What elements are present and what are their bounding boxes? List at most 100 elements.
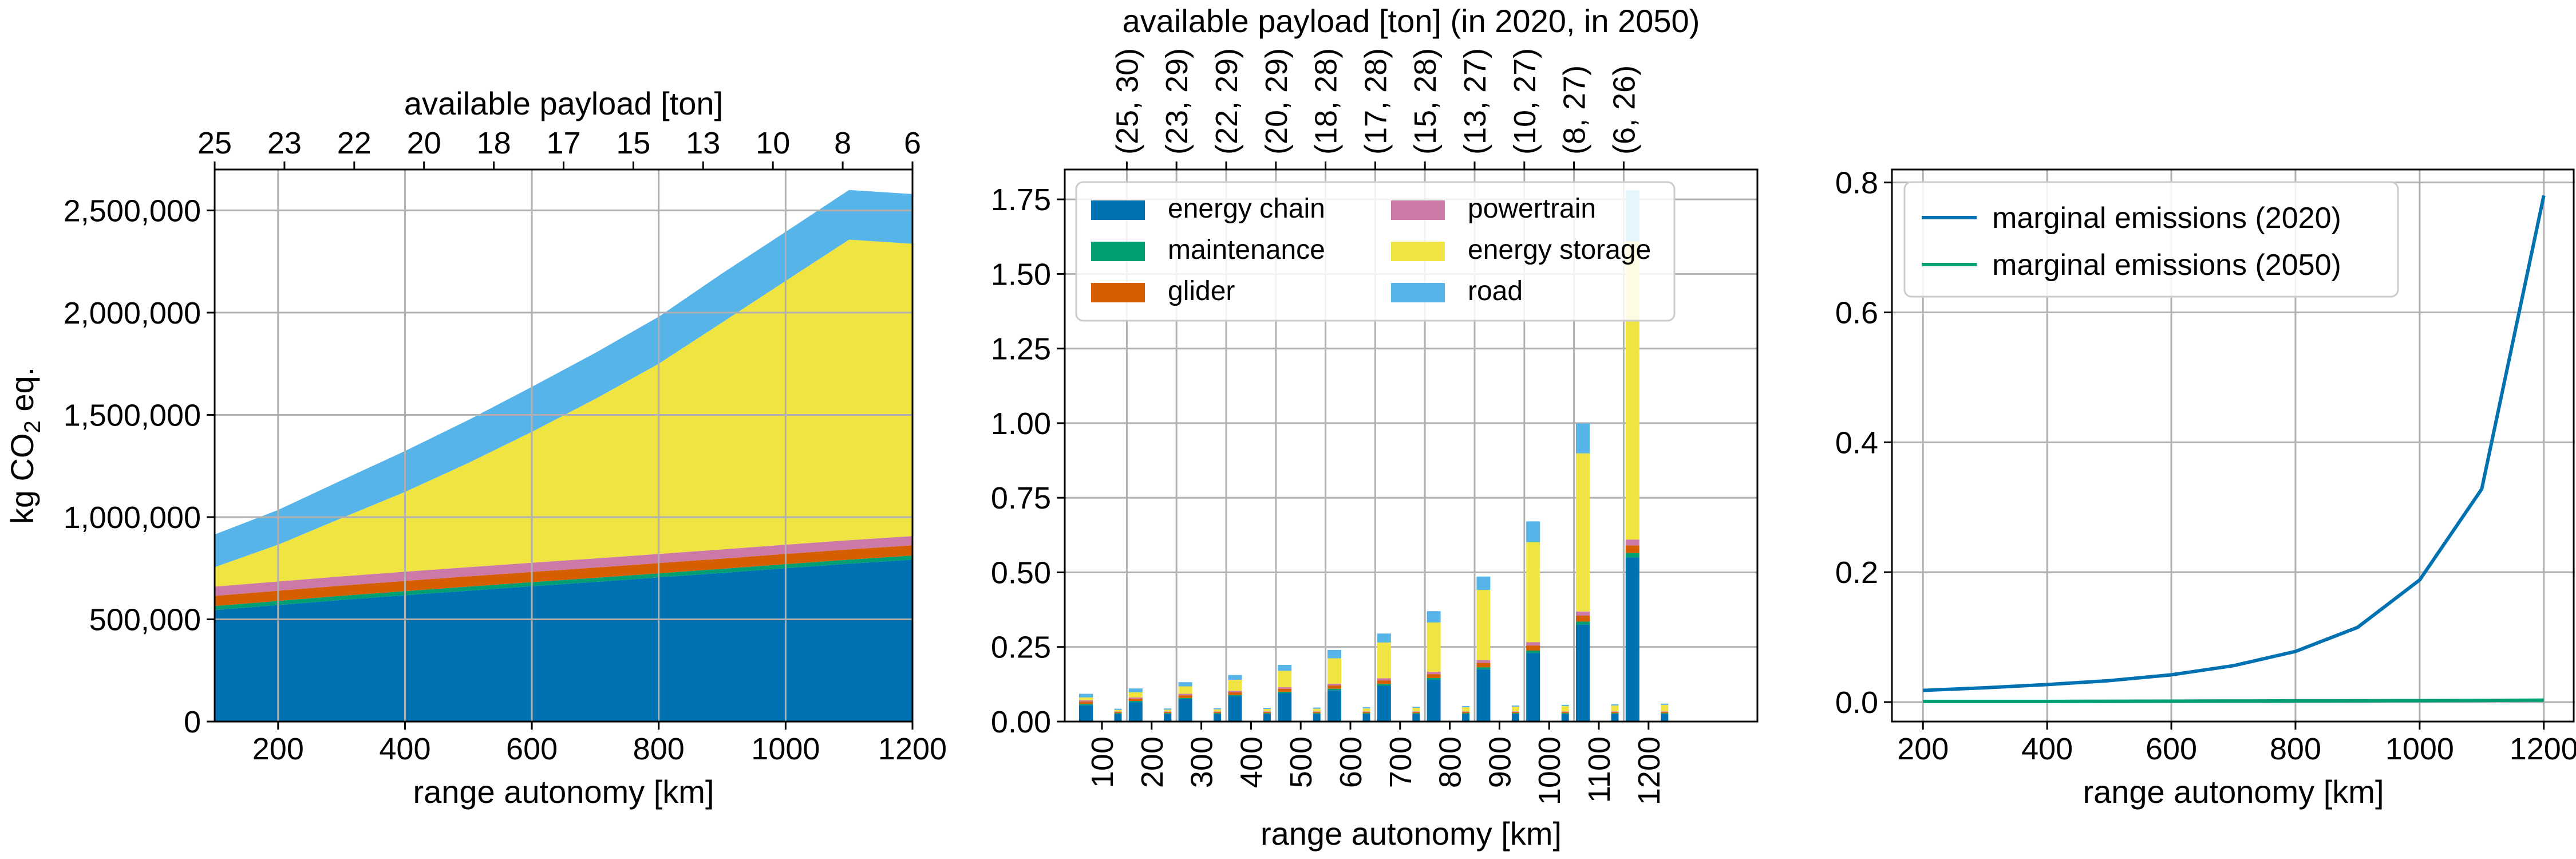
panel-marginal-emissions: 200 400 600 800 1000 1200 0.0 0.2 0.4 0.6 0.8 range… bbox=[1835, 166, 2576, 810]
bar-segment bbox=[1412, 708, 1420, 712]
bar-segment bbox=[1576, 611, 1590, 616]
bar-segment bbox=[1576, 453, 1590, 612]
bar-segment bbox=[1164, 710, 1172, 712]
bar-segment bbox=[1164, 714, 1172, 722]
top-x-tick-label: (13, 27) bbox=[1458, 48, 1492, 155]
series-line-2050 bbox=[1923, 698, 2544, 703]
bar-segment bbox=[1263, 711, 1271, 712]
legend-swatch bbox=[1091, 242, 1145, 261]
bar-segment bbox=[1511, 714, 1519, 722]
bar-segment bbox=[1214, 714, 1222, 722]
x-tick-label: 100 bbox=[1085, 736, 1120, 788]
bar-segment bbox=[1079, 700, 1093, 702]
x-tick-label: 200 bbox=[252, 732, 304, 766]
bar-segment bbox=[1214, 713, 1222, 714]
bar-segment bbox=[1079, 702, 1093, 704]
bar-segment bbox=[1526, 645, 1540, 651]
y-tick-label: 2,500,000 bbox=[64, 194, 201, 228]
legend-label: road bbox=[1468, 276, 1523, 306]
top-x-tick-label: (22, 29) bbox=[1210, 48, 1244, 155]
bar-segment bbox=[1114, 711, 1122, 712]
bar-segment bbox=[1114, 708, 1122, 710]
top-x-tick-label: (8, 27) bbox=[1558, 65, 1592, 155]
bar-segment bbox=[1228, 695, 1242, 696]
top-x-tick-label: (10, 27) bbox=[1508, 48, 1542, 155]
bar-segment bbox=[1178, 686, 1192, 694]
bar-segment bbox=[1313, 713, 1321, 714]
bar-segment bbox=[1576, 616, 1590, 622]
bar-segment bbox=[1313, 714, 1321, 722]
bar-segment bbox=[1128, 688, 1143, 692]
y-tick-label: 0.6 bbox=[1835, 296, 1878, 330]
bar-segment bbox=[1114, 712, 1122, 714]
bar-segment bbox=[1278, 671, 1292, 688]
bar-segment bbox=[1576, 624, 1590, 722]
bar-segment bbox=[1476, 669, 1491, 722]
bar-segment bbox=[1278, 688, 1292, 692]
top-x-tick-label: 15 bbox=[616, 126, 650, 160]
bar-segment bbox=[1079, 697, 1093, 701]
y-tick-label: 2,000,000 bbox=[64, 296, 201, 330]
legend-swatch bbox=[1391, 200, 1445, 220]
x-tick-label: 1000 bbox=[751, 732, 820, 766]
bar-segment bbox=[1228, 692, 1242, 695]
bar-segment bbox=[1625, 545, 1639, 553]
bar-segment bbox=[1362, 713, 1370, 714]
bar-segment bbox=[1511, 713, 1519, 714]
bar-segment bbox=[1625, 553, 1639, 558]
legend-box bbox=[1903, 181, 2399, 298]
panel-stacked-area: 200 400 600 800 1000 1200 0 500,000 1,000,000 1,5… bbox=[4, 85, 947, 810]
bar-segment bbox=[1661, 711, 1669, 712]
bar-segment bbox=[1625, 539, 1639, 546]
legend-label: energy chain bbox=[1168, 194, 1325, 224]
y-tick-label: 0.50 bbox=[991, 555, 1051, 590]
bar-segment bbox=[1611, 705, 1619, 712]
top-x-tick-label: 22 bbox=[337, 126, 372, 160]
bar-segment bbox=[1476, 663, 1491, 668]
bar-segment bbox=[1263, 714, 1271, 722]
y-tick-label: 0.2 bbox=[1835, 555, 1878, 590]
area-maintenance bbox=[215, 555, 912, 610]
x-tick-label: 800 bbox=[2270, 732, 2321, 766]
bar-segment bbox=[1164, 713, 1172, 714]
bar-segment bbox=[1114, 714, 1122, 722]
bar-segment bbox=[1178, 695, 1192, 698]
bar-segment bbox=[1561, 711, 1569, 712]
bar-segment bbox=[1412, 713, 1420, 714]
top-x-tick-label: (20, 29) bbox=[1259, 48, 1294, 155]
bar-segment bbox=[1377, 684, 1391, 686]
bar-segment bbox=[1661, 704, 1669, 712]
bar-segment bbox=[1263, 709, 1271, 712]
bar-segment bbox=[1327, 690, 1341, 722]
top-x-tick-label: 23 bbox=[267, 126, 302, 160]
bar-segment bbox=[1625, 557, 1639, 722]
x-tick-label: 300 bbox=[1185, 736, 1219, 788]
y-tick-label: 0.8 bbox=[1835, 166, 1878, 200]
bar-segment bbox=[1427, 680, 1441, 722]
bar-segment bbox=[1313, 708, 1321, 712]
bar-segment bbox=[1327, 688, 1341, 691]
legend-label: powertrain bbox=[1468, 194, 1596, 224]
bar-segment bbox=[1278, 664, 1292, 671]
x-tick-label: 1200 bbox=[878, 732, 947, 766]
bar-segment bbox=[1128, 701, 1143, 703]
bar-segment bbox=[1313, 707, 1321, 709]
x-tick-label: 700 bbox=[1384, 736, 1418, 788]
bar-segment bbox=[1214, 709, 1222, 712]
x-tick-label: 1000 bbox=[2385, 732, 2454, 766]
x-tick-label: 600 bbox=[1334, 736, 1368, 788]
bar-segment bbox=[1178, 682, 1192, 687]
bar-segment bbox=[1263, 708, 1271, 710]
bar-segment bbox=[1561, 714, 1569, 722]
bar-segment bbox=[1476, 667, 1491, 669]
y-tick-label: 0.0 bbox=[1835, 685, 1878, 720]
bar-segment bbox=[1427, 611, 1441, 623]
top-x-tick-label: (6, 26) bbox=[1607, 65, 1641, 155]
bar-segment bbox=[1661, 712, 1669, 714]
legend-label: maintenance bbox=[1168, 235, 1325, 265]
bar-segment bbox=[1511, 711, 1519, 712]
bar-segment bbox=[1377, 633, 1391, 643]
legend-label: glider bbox=[1168, 276, 1235, 306]
bar-segment bbox=[1228, 691, 1242, 692]
top-x-axis-label: available payload [ton] bbox=[404, 85, 723, 121]
